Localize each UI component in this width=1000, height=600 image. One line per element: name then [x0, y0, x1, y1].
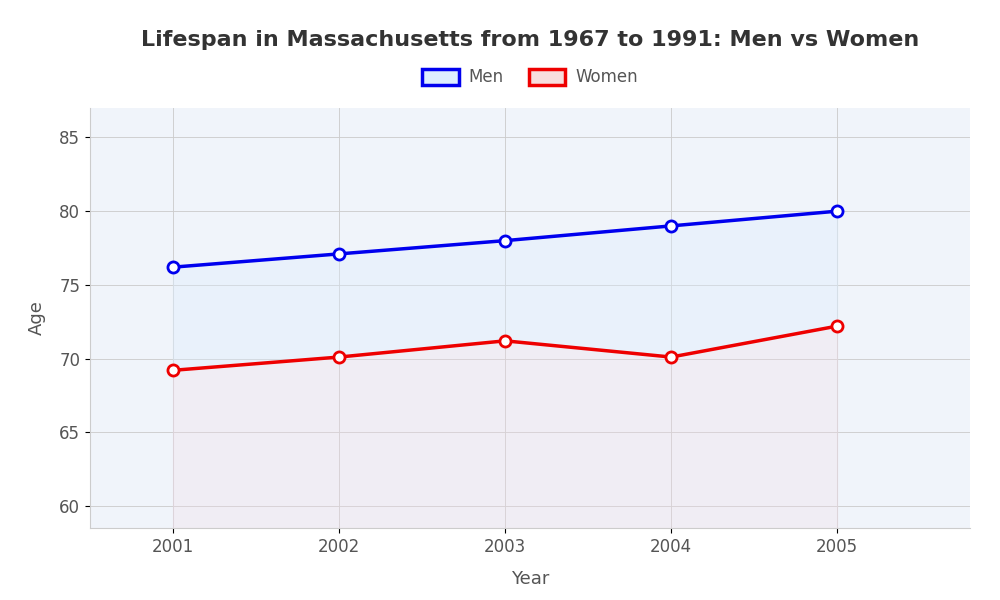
Title: Lifespan in Massachusetts from 1967 to 1991: Men vs Women: Lifespan in Massachusetts from 1967 to 1… — [141, 29, 919, 49]
X-axis label: Year: Year — [511, 569, 549, 587]
Legend: Men, Women: Men, Women — [415, 62, 645, 93]
Y-axis label: Age: Age — [27, 301, 45, 335]
